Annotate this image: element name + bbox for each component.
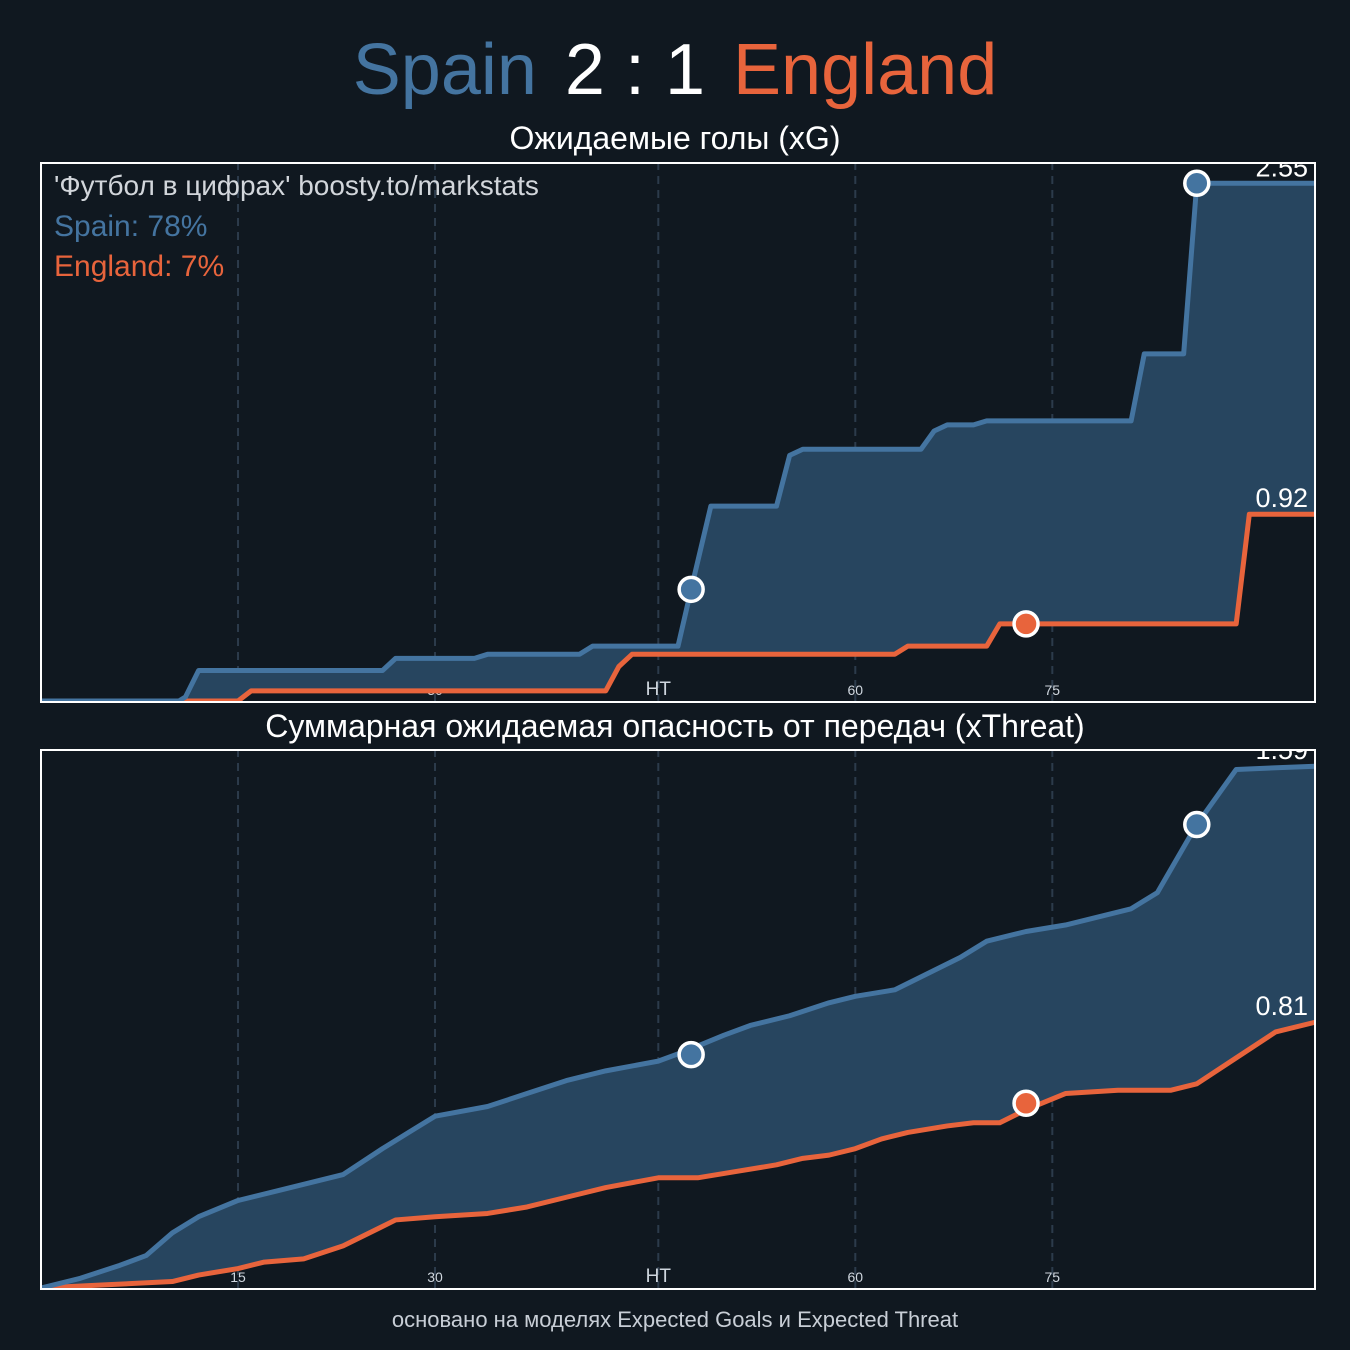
x-tick-label: 60: [848, 682, 864, 698]
legend-home-win-probability: Spain: 78%: [54, 210, 208, 243]
home-series-line: [41, 180, 1315, 703]
x-tick-label: 60: [848, 1269, 864, 1285]
xthreat-chart: 15 30 HT 60 75 1.59 0.81: [40, 749, 1316, 1290]
xg-chart-title: Ожидаемые голы (xG): [509, 120, 841, 156]
home-goal-marker: [1183, 810, 1211, 839]
match-score: 2 : 1: [564, 30, 706, 110]
home-team-name: Spain: [352, 30, 537, 110]
x-tick-label: 15: [230, 1269, 246, 1285]
credit-text: 'Футбол в цифрах' boosty.to/markstats: [54, 170, 539, 201]
away-goal-marker: [1012, 1089, 1040, 1118]
chart-frame: [40, 162, 1316, 703]
home-goal-marker: [677, 575, 705, 604]
difference-area: [41, 183, 1315, 701]
chart-frame: [40, 749, 1316, 1290]
home-series-line: [40, 763, 1316, 1290]
home-total-label: 2.55: [1255, 162, 1308, 182]
match-header: Spain 2 : 1 England: [0, 22, 1350, 118]
home-goal-marker: [1183, 169, 1211, 198]
away-goal-marker: [1012, 610, 1040, 638]
home-goal-marker: [677, 1040, 705, 1069]
x-tick-label: 30: [427, 1269, 443, 1285]
difference-area: [41, 766, 1315, 1288]
legend-away-win-probability: England: 7%: [54, 250, 225, 283]
xthreat-chart-title: Суммарная ожидаемая опасность от передач…: [265, 708, 1085, 744]
xg-chart: 1530HT60752.550.92: [40, 162, 1316, 703]
away-total-label: 0.92: [1255, 483, 1308, 513]
x-tick-label: 75: [1045, 1269, 1061, 1285]
footer-note: основано на моделях Expected Goals и Exp…: [391, 1307, 959, 1332]
away-team-name: England: [733, 30, 998, 110]
x-tick-label: HT: [646, 679, 672, 700]
home-total-label: 1.59: [1255, 749, 1308, 765]
x-tick-label: 75: [1045, 682, 1061, 698]
x-tick-label: HT: [646, 1266, 672, 1287]
away-series-line: [41, 511, 1315, 703]
away-series-line: [40, 1019, 1316, 1290]
away-total-label: 0.81: [1255, 991, 1308, 1021]
